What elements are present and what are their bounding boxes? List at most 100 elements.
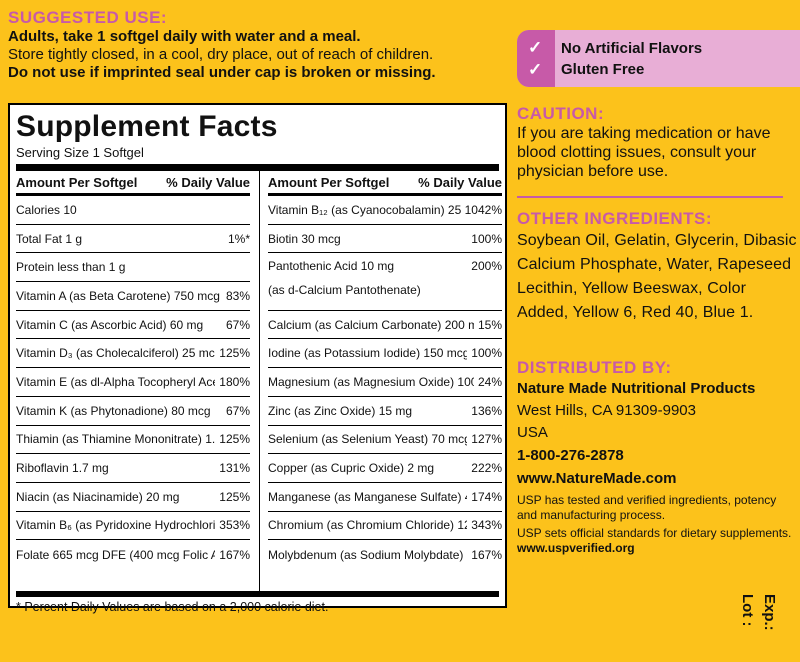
nutrient-daily-value: 353%: [219, 518, 250, 533]
nutrient-name: Vitamin A (as Beta Carotene) 750 mcg: [16, 289, 220, 303]
nutrient-name: Copper (as Cupric Oxide) 2 mg: [268, 461, 434, 475]
nutrient-name: Vitamin D₃ (as Cholecalciferol) 25 mcg: [16, 346, 215, 360]
nutrient-name: Selenium (as Selenium Yeast) 70 mcg: [268, 432, 467, 446]
nutrient-daily-value: 67%: [225, 317, 250, 332]
nutrient-amount: Niacin (as Niacinamide) 20 mg: [16, 489, 180, 504]
amount-per-softgel-header: Amount Per Softgel: [16, 174, 138, 190]
nutrient-row: Thiamin (as Thiamine Mononitrate) 1.5 mg…: [16, 426, 250, 455]
distributed-by-heading: DISTRIBUTED BY:: [517, 358, 672, 377]
nutrient-daily-value: 343%: [471, 518, 502, 533]
nutrient-amount: Selenium (as Selenium Yeast) 70 mcg: [268, 432, 468, 447]
nutrient-row: Vitamin K (as Phytonadione) 80 mcg 67%: [16, 397, 250, 426]
nutrient-amount: Manganese (as Manganese Sulfate) 4 mg: [268, 489, 467, 504]
nutrient-amount: Vitamin A (as Beta Carotene) 750 mcg: [16, 288, 220, 303]
nutrient-amount: Molybdenum (as Sodium Molybdate) 75 mcg: [268, 547, 467, 562]
check-icon: ✓: [528, 38, 543, 57]
claim-gluten-free: Gluten Free: [561, 61, 645, 78]
nutrient-row: Biotin 30 mcg 100%: [268, 225, 502, 254]
nutrient-source: (as d-Calcium Pantothenate): [268, 283, 421, 298]
daily-value-header: % Daily Value: [418, 174, 502, 190]
nutrient-name: Vitamin B₆ (as Pyridoxine Hydrochloride)…: [16, 518, 215, 532]
nutrient-amount: Vitamin D₃ (as Cholecalciferol) 25 mcg: [16, 346, 216, 361]
nutrient-amount: Zinc (as Zinc Oxide) 15 mg: [268, 403, 413, 418]
other-ingredients-text: Soybean Oil, Gelatin, Glycerin, Dibasic …: [517, 232, 797, 321]
usp-tested-text: USP has tested and verified ingredients,…: [517, 493, 777, 522]
nutrient-amount: Iodine (as Potassium Iodide) 150 mcg: [268, 346, 468, 361]
daily-value-header: % Daily Value: [166, 174, 250, 190]
nutrient-daily-value: 167%: [219, 547, 250, 562]
facts-right-column: Amount Per Softgel % Daily Value Vitamin…: [268, 171, 502, 569]
nutrient-name: Folate 665 mcg DFE (400 mcg Folic Acid): [16, 548, 215, 562]
nutrient-row: Folate 665 mcg DFE (400 mcg Folic Acid) 1…: [16, 540, 250, 569]
column-divider: [259, 171, 260, 591]
nutrient-daily-value: 125%: [219, 346, 250, 361]
nutrient-row: Calories 10: [16, 196, 250, 225]
usp-standards-line: USP sets official standards for dietary …: [517, 526, 797, 556]
nutrient-name: Molybdenum (as Sodium Molybdate) 75 mcg: [268, 548, 467, 562]
other-ingredients-heading: OTHER INGREDIENTS:: [517, 209, 713, 228]
nutrient-row: Iodine (as Potassium Iodide) 150 mcg 100%: [268, 339, 502, 369]
thick-divider: [16, 164, 499, 171]
nutrient-amount: Magnesium (as Magnesium Oxide) 100 mg: [268, 374, 474, 389]
supplement-facts-panel: Supplement Facts Serving Size 1 Softgel …: [8, 103, 507, 614]
lot-exp-area: Lot : Exp.:: [734, 588, 800, 658]
nutrient-amount: Riboflavin 1.7 mg: [16, 461, 109, 476]
claims-badge: ✓ ✓ No Artificial Flavors Gluten Free: [517, 30, 800, 87]
nutrient-daily-value: 136%: [471, 403, 502, 418]
nutrient-daily-value: 100%: [471, 346, 502, 361]
nutrient-row: Riboflavin 1.7 mg 131%: [16, 454, 250, 483]
nutrient-row: Protein less than 1 g: [16, 253, 250, 283]
usp-statement: USP has tested and verified ingredients,…: [517, 493, 797, 556]
nutrient-amount: Vitamin B₆ (as Pyridoxine Hydrochloride)…: [16, 518, 216, 533]
nutrient-name: Calcium (as Calcium Carbonate) 200 mg: [268, 318, 474, 332]
nutrient-daily-value: 24%: [477, 374, 502, 389]
nutrient-name: Riboflavin 1.7 mg: [16, 461, 109, 475]
suggested-use-line-2: Store tightly closed, in a cool, dry pla…: [8, 46, 434, 63]
distributor-phone: 1-800-276-2878: [517, 447, 624, 464]
nutrient-name: Calories 10: [16, 203, 77, 217]
nutrient-name: Magnesium (as Magnesium Oxide) 100 mg: [268, 375, 474, 389]
nutrient-amount: Total Fat 1 g: [16, 231, 83, 246]
facts-header-right: Amount Per Softgel % Daily Value: [268, 171, 502, 196]
nutrient-row: Vitamin B₁₂ (as Cyanocobalamin) 25 mcg10…: [268, 196, 502, 225]
nutrient-amount: Calcium (as Calcium Carbonate) 200 mg: [268, 317, 474, 332]
nutrient-row: Magnesium (as Magnesium Oxide) 100 mg24%: [268, 368, 502, 397]
nutrient-name: Vitamin B₁₂ (as Cyanocobalamin) 25 mcg: [268, 203, 461, 217]
distributor-section: DISTRIBUTED BY: Nature Made Nutritional …: [517, 358, 797, 556]
nutrient-row: Manganese (as Manganese Sulfate) 4 mg 174…: [268, 483, 502, 512]
suggested-use-heading: SUGGESTED USE:: [8, 8, 168, 27]
nutrient-amount: Biotin 30 mcg: [268, 231, 341, 246]
nutrient-amount: Chromium (as Chromium Chloride) 120 mcg: [268, 518, 467, 533]
nutrient-name: Biotin 30 mcg: [268, 232, 341, 246]
distributor-website: www.NatureMade.com: [517, 470, 677, 487]
usp-standards-text: USP sets official standards for dietary …: [517, 526, 792, 540]
nutrient-daily-value: 15%: [477, 317, 502, 332]
nutrient-name: Zinc (as Zinc Oxide) 15 mg: [268, 404, 412, 418]
claim-no-artificial-flavors: No Artificial Flavors: [561, 40, 703, 57]
nutrient-name: Vitamin C (as Ascorbic Acid) 60 mg: [16, 318, 203, 332]
other-ingredients-section: OTHER INGREDIENTS: Soybean Oil, Gelatin,…: [517, 209, 797, 325]
nutrient-name: Vitamin K (as Phytonadione) 80 mcg: [16, 404, 211, 418]
badge-check-column: ✓ ✓: [517, 30, 555, 87]
nutrient-name: Total Fat 1 g: [16, 232, 82, 246]
nutrient-row: Vitamin E (as dl-Alpha Tocopheryl Acetat…: [16, 368, 250, 397]
nutrient-daily-value: 67%: [225, 403, 250, 418]
nutrient-daily-value: 1%*: [227, 231, 250, 246]
nutrient-amount: Vitamin K (as Phytonadione) 80 mcg: [16, 403, 211, 418]
nutrient-row: Total Fat 1 g 1%*: [16, 225, 250, 254]
nutrient-daily-value: 174%: [471, 489, 502, 504]
nutrient-row: Vitamin C (as Ascorbic Acid) 60 mg 67%: [16, 311, 250, 340]
facts-header-left: Amount Per Softgel % Daily Value: [16, 171, 250, 196]
nutrient-daily-value: 83%: [225, 288, 250, 303]
nutrient-daily-value: 1042%: [464, 202, 502, 217]
distributor-name: Nature Made Nutritional Products: [517, 380, 756, 397]
nutrient-amount: Thiamin (as Thiamine Mononitrate) 1.5 mg: [16, 432, 216, 447]
nutrient-amount: Vitamin C (as Ascorbic Acid) 60 mg: [16, 317, 204, 332]
distributor-country: USA: [517, 424, 548, 441]
nutrient-daily-value: 100%: [471, 231, 502, 246]
nutrient-amount: Vitamin E (as dl-Alpha Tocopheryl Acetat…: [16, 374, 215, 389]
usp-url: www.uspverified.org: [517, 541, 635, 555]
nutrient-row: Vitamin A (as Beta Carotene) 750 mcg 83%: [16, 282, 250, 311]
nutrient-name: Manganese (as Manganese Sulfate) 4 mg: [268, 490, 467, 504]
nutrient-row: Niacin (as Niacinamide) 20 mg 125%: [16, 483, 250, 512]
